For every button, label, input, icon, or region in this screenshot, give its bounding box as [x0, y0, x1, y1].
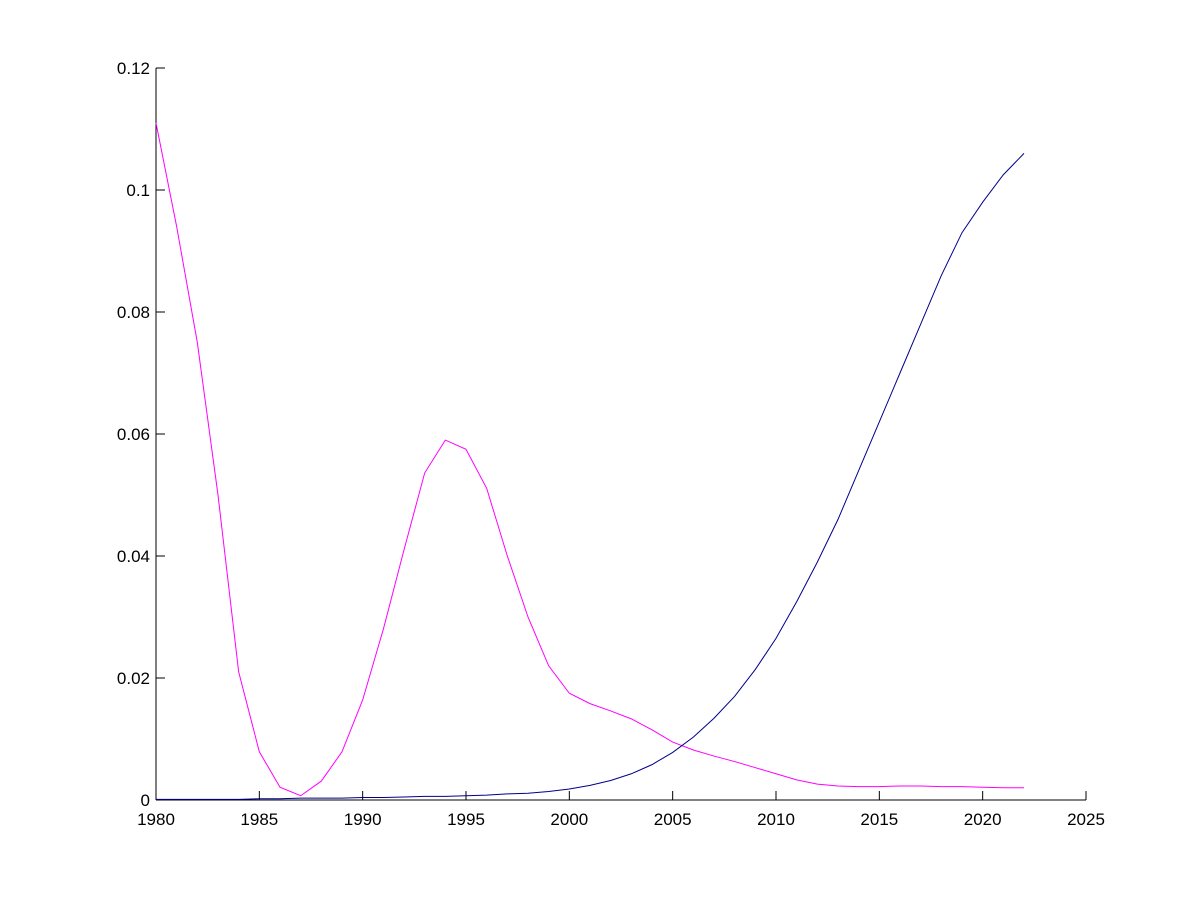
- line: [155, 122, 1024, 797]
- y-tick-label: 0: [141, 791, 150, 810]
- y-tick-label: 0.12: [117, 59, 150, 78]
- x-tick-label: 1985: [240, 810, 278, 829]
- y-tick-label: 0.1: [126, 181, 150, 200]
- x-tick-label: 2000: [550, 810, 588, 829]
- x-tick-label: 2020: [964, 810, 1002, 829]
- y-tick-label: 0.08: [117, 303, 150, 322]
- x-tick-label: 1990: [344, 810, 382, 829]
- line: [156, 153, 1025, 800]
- x-tick-label: 2015: [860, 810, 898, 829]
- y-tick-label: 0.06: [117, 425, 150, 444]
- x-tick-label: 2025: [1067, 810, 1105, 829]
- y-tick-label: 0.02: [117, 669, 150, 688]
- x-tick-label: 1995: [447, 810, 485, 829]
- y-tick-label: 0.04: [117, 547, 150, 566]
- x-tick-label: 1980: [137, 810, 175, 829]
- x-tick-label: 2005: [654, 810, 692, 829]
- x-tick-label: 2010: [757, 810, 795, 829]
